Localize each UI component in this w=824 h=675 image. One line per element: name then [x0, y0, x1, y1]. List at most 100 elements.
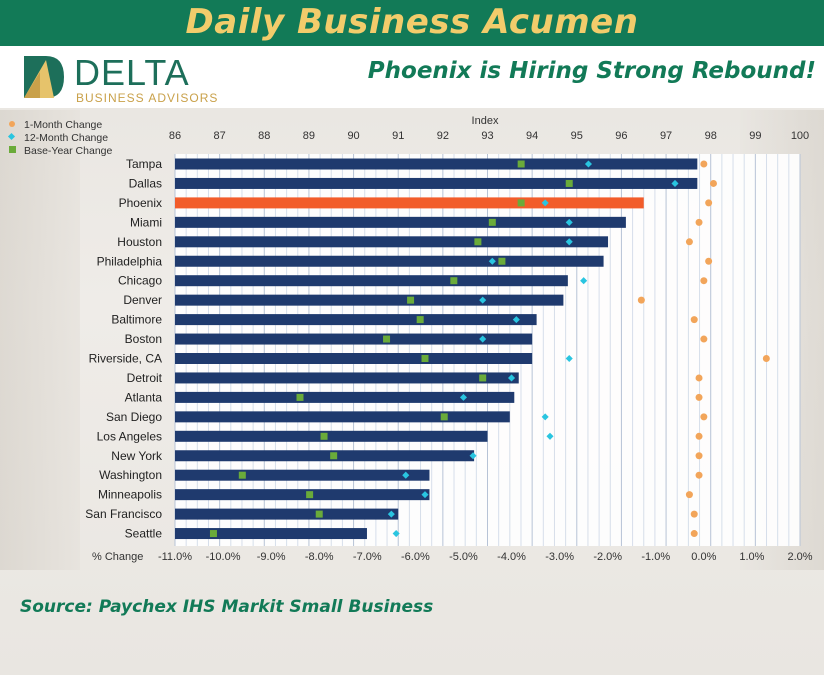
- change-tick-label: -1.0%: [641, 551, 670, 563]
- twelve-month-marker: [541, 413, 549, 421]
- one-month-marker: [705, 199, 713, 207]
- one-month-marker: [762, 355, 770, 362]
- base-year-marker: [498, 257, 506, 265]
- base-year-marker: [488, 218, 496, 226]
- one-month-marker: [690, 316, 698, 324]
- change-tick-label: -5.0%: [449, 551, 478, 563]
- index-bar: [175, 216, 626, 228]
- twelve-month-marker: [488, 257, 496, 265]
- base-year-marker: [474, 238, 482, 246]
- one-month-marker: [709, 179, 717, 187]
- city-index-chart: Index 86 87 88 89 90 91 92 93 94 95 96 97 98 99 100 % Ch…: [7, 115, 813, 563]
- twelve-month-marker: [584, 160, 592, 168]
- index-tick-label: 90: [347, 130, 359, 142]
- city-label: Denver: [123, 293, 162, 307]
- legend-marker-12-month: [7, 132, 16, 141]
- one-month-marker: [695, 452, 703, 460]
- city-label: Tampa: [126, 157, 162, 171]
- one-month-marker: [695, 432, 703, 440]
- twelve-month-marker: [546, 432, 554, 440]
- base-year-marker: [330, 452, 338, 460]
- index-tick-label: 96: [615, 130, 627, 142]
- twelve-month-marker: [512, 316, 520, 324]
- twelve-month-marker: [541, 199, 549, 207]
- base-year-marker: [565, 179, 573, 187]
- city-label: Atlanta: [125, 390, 163, 404]
- city-label: Minneapolis: [98, 488, 162, 502]
- base-year-marker: [320, 432, 328, 440]
- change-tick-label: -9.0%: [257, 551, 286, 563]
- headline: Phoenix is Hiring Strong Rebound!: [367, 58, 816, 84]
- index-axis-label: Index: [472, 115, 499, 127]
- index-bar: [175, 333, 533, 345]
- city-label: Detroit: [127, 371, 163, 385]
- header-title: Daily Business Acumen: [185, 2, 639, 42]
- base-year-marker: [315, 510, 323, 518]
- index-bar: [175, 391, 515, 403]
- base-year-marker: [479, 374, 487, 382]
- city-label: Miami: [130, 215, 162, 229]
- twelve-month-marker: [479, 335, 487, 343]
- change-tick-label: -10.0%: [206, 551, 241, 563]
- index-tick-label: 95: [571, 130, 583, 142]
- legend-entry: 1-Month Change: [24, 119, 102, 131]
- one-month-marker: [705, 257, 713, 265]
- city-label: Houston: [117, 235, 162, 249]
- index-tick-label: 98: [705, 130, 717, 142]
- twelve-month-marker: [479, 296, 487, 304]
- one-month-marker: [700, 160, 708, 168]
- twelve-month-marker: [421, 491, 429, 499]
- twelve-month-marker: [671, 179, 679, 187]
- header-banner: Daily Business Acumen: [0, 0, 824, 46]
- index-bar: [175, 197, 644, 209]
- source-caption: Source: Paychex IHS Markit Small Busines…: [20, 597, 434, 617]
- twelve-month-marker: [565, 354, 573, 363]
- index-bar: [175, 294, 564, 306]
- index-bar: [175, 489, 430, 501]
- base-year-marker: [421, 355, 429, 362]
- one-month-marker: [690, 530, 698, 538]
- twelve-month-marker: [402, 471, 410, 479]
- twelve-month-marker: [387, 510, 395, 518]
- twelve-month-marker: [565, 218, 573, 226]
- index-bar: [175, 450, 475, 462]
- index-bar: [175, 236, 609, 248]
- index-tick-label: 97: [660, 130, 672, 142]
- change-tick-label: -3.0%: [545, 551, 574, 563]
- one-month-marker: [700, 277, 708, 285]
- twelve-month-marker: [469, 452, 477, 460]
- index-tick-label: 93: [481, 130, 493, 142]
- city-label: Riverside, CA: [89, 352, 162, 366]
- index-bar: [175, 255, 604, 267]
- one-month-marker: [695, 218, 703, 226]
- twelve-month-marker: [565, 238, 573, 246]
- index-bar: [175, 372, 519, 384]
- change-tick-label: 2.0%: [787, 551, 812, 563]
- index-bar: [175, 528, 367, 540]
- index-tick-label: 89: [303, 130, 315, 142]
- legend-entry: 12-Month Change: [24, 132, 108, 144]
- base-year-marker: [517, 160, 525, 168]
- index-bar: [175, 508, 399, 520]
- city-label: Washington: [99, 468, 162, 482]
- index-tick-label: 88: [258, 130, 270, 142]
- base-year-marker: [209, 530, 217, 538]
- index-bar: [175, 314, 537, 326]
- index-bar: [175, 469, 430, 481]
- one-month-marker: [700, 413, 708, 421]
- one-month-marker: [637, 296, 645, 304]
- logo-row: DELTA BUSINESS ADVISORS: [0, 46, 824, 108]
- twelve-month-marker: [459, 393, 467, 401]
- city-label: Chicago: [118, 274, 162, 288]
- index-bar: [175, 411, 510, 423]
- city-label: Dallas: [129, 176, 162, 190]
- delta-logo-icon: [24, 56, 64, 98]
- index-bar: [175, 275, 568, 287]
- one-month-marker: [685, 491, 693, 499]
- one-month-marker: [695, 374, 703, 382]
- legend-marker-base-year: [9, 146, 16, 153]
- base-year-marker: [517, 199, 525, 207]
- twelve-month-marker: [392, 530, 400, 538]
- change-tick-label: -6.0%: [401, 551, 430, 563]
- logo-wordmark: DELTA: [74, 52, 190, 93]
